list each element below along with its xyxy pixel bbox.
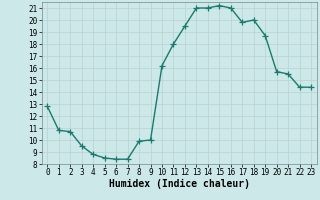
X-axis label: Humidex (Indice chaleur): Humidex (Indice chaleur) bbox=[109, 179, 250, 189]
